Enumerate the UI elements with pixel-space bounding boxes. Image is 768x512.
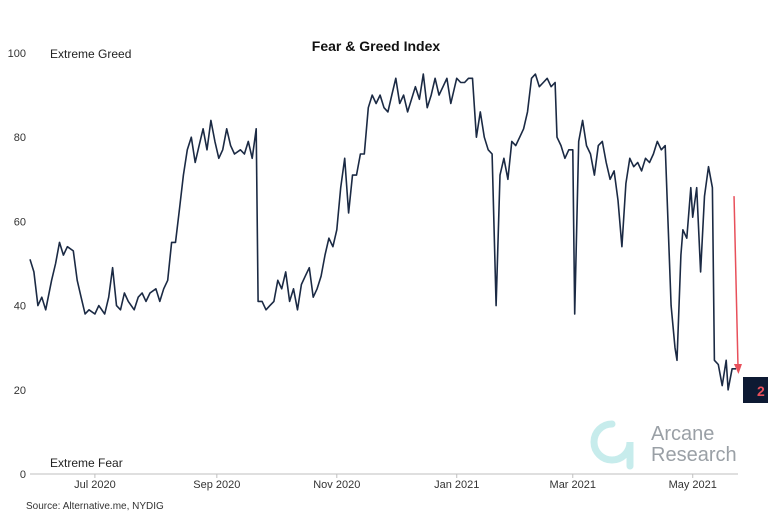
y-tick-label: 40 bbox=[14, 301, 26, 313]
x-tick-label: Mar 2021 bbox=[550, 479, 596, 491]
watermark-line1: Arcane bbox=[651, 423, 714, 445]
y-axis-ticks: 0 20 40 60 80 100 bbox=[8, 48, 26, 481]
x-tick-label: Jul 2020 bbox=[74, 479, 116, 491]
x-tick-label: May 2021 bbox=[669, 479, 717, 491]
y-tick-label: 100 bbox=[8, 48, 26, 60]
drop-arrow-head bbox=[733, 363, 742, 374]
y-tick-label: 60 bbox=[14, 216, 26, 228]
watermark-line2: Research bbox=[651, 444, 737, 466]
y-tick-label: 80 bbox=[14, 132, 26, 144]
x-tick-label: Jan 2021 bbox=[434, 479, 479, 491]
source-note: Source: Alternative.me, NYDIG bbox=[26, 501, 164, 512]
zone-label-extreme-greed: Extreme Greed bbox=[50, 47, 131, 61]
y-tick-label: 0 bbox=[20, 469, 26, 481]
y-tick-label: 20 bbox=[14, 385, 26, 397]
zone-label-extreme-fear: Extreme Fear bbox=[50, 456, 123, 470]
latest-value-annotation: 2 bbox=[733, 196, 768, 403]
latest-value-label: 2 bbox=[757, 383, 765, 399]
arcane-logo-icon bbox=[590, 420, 634, 470]
drop-arrow bbox=[733, 196, 739, 365]
latest-value-box bbox=[743, 377, 768, 403]
x-axis-ticks: Jul 2020 Sep 2020 Nov 2020 Jan 2021 Mar 2021… bbox=[74, 474, 717, 491]
chart-title: Fear & Greed Index bbox=[312, 38, 441, 54]
watermark: Arcane Research bbox=[590, 420, 737, 470]
fear-greed-series-line bbox=[29, 73, 736, 391]
x-tick-label: Nov 2020 bbox=[313, 479, 360, 491]
x-tick-label: Sep 2020 bbox=[193, 479, 240, 491]
